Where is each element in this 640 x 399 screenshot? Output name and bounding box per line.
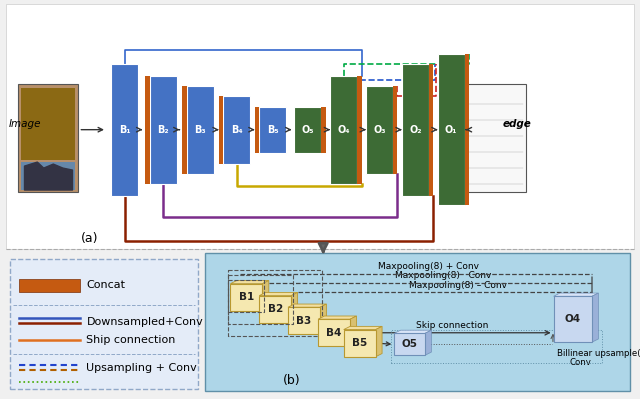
Polygon shape	[344, 326, 382, 330]
Text: Image: Image	[9, 119, 42, 129]
Text: Billinear upsample(2): Billinear upsample(2)	[557, 349, 640, 358]
FancyBboxPatch shape	[187, 86, 214, 174]
Polygon shape	[259, 292, 298, 296]
Text: Ship connection: Ship connection	[86, 335, 176, 345]
Polygon shape	[350, 316, 356, 346]
Text: O5: O5	[402, 339, 418, 350]
FancyBboxPatch shape	[17, 84, 79, 192]
Text: B5: B5	[352, 338, 367, 348]
FancyBboxPatch shape	[259, 296, 291, 323]
Text: B₅: B₅	[267, 124, 278, 135]
Polygon shape	[262, 280, 269, 311]
Text: O₁: O₁	[445, 124, 458, 135]
Text: (a): (a)	[81, 232, 99, 245]
FancyBboxPatch shape	[259, 107, 286, 152]
FancyBboxPatch shape	[6, 4, 634, 249]
FancyBboxPatch shape	[393, 86, 397, 174]
Text: O₂: O₂	[409, 124, 422, 135]
Text: O₅: O₅	[301, 124, 314, 135]
Text: Maxpooling(8) – Conv: Maxpooling(8) – Conv	[408, 280, 507, 290]
Text: B₄: B₄	[231, 124, 243, 135]
Text: B1: B1	[239, 292, 254, 302]
Text: B2: B2	[268, 304, 283, 314]
FancyBboxPatch shape	[466, 84, 526, 192]
FancyBboxPatch shape	[429, 64, 433, 196]
Text: Skip connection: Skip connection	[415, 321, 488, 330]
FancyBboxPatch shape	[219, 96, 223, 164]
Text: O₃: O₃	[373, 124, 386, 135]
FancyBboxPatch shape	[330, 76, 357, 184]
FancyBboxPatch shape	[19, 279, 80, 292]
Polygon shape	[230, 280, 269, 284]
FancyBboxPatch shape	[20, 162, 76, 190]
Polygon shape	[318, 316, 356, 319]
Polygon shape	[320, 304, 326, 334]
Polygon shape	[554, 293, 598, 296]
FancyBboxPatch shape	[223, 96, 250, 164]
FancyBboxPatch shape	[205, 253, 630, 391]
Text: O4: O4	[564, 314, 581, 324]
FancyBboxPatch shape	[366, 86, 393, 174]
FancyBboxPatch shape	[10, 259, 198, 389]
Text: Upsampling + Conv: Upsampling + Conv	[86, 363, 197, 373]
Polygon shape	[376, 326, 382, 357]
Polygon shape	[592, 293, 598, 342]
FancyBboxPatch shape	[438, 54, 465, 205]
Text: Maxpooling(8) + Conv: Maxpooling(8) + Conv	[378, 262, 479, 271]
Text: Maxpooling(8)   Conv: Maxpooling(8) Conv	[395, 271, 492, 280]
Text: B4: B4	[326, 328, 342, 338]
Text: O₄: O₄	[337, 124, 350, 135]
FancyBboxPatch shape	[150, 76, 177, 184]
FancyBboxPatch shape	[344, 330, 376, 357]
Polygon shape	[288, 304, 326, 307]
Text: B₁: B₁	[119, 124, 131, 135]
FancyBboxPatch shape	[111, 64, 138, 196]
Text: Concat: Concat	[86, 280, 125, 290]
Polygon shape	[394, 330, 431, 334]
FancyBboxPatch shape	[294, 107, 321, 152]
Text: (b): (b)	[282, 374, 300, 387]
FancyBboxPatch shape	[318, 319, 350, 346]
Polygon shape	[291, 292, 298, 323]
FancyBboxPatch shape	[402, 64, 429, 196]
FancyBboxPatch shape	[145, 76, 150, 184]
FancyBboxPatch shape	[288, 307, 320, 334]
FancyBboxPatch shape	[357, 76, 362, 184]
Text: Conv: Conv	[570, 358, 591, 367]
FancyBboxPatch shape	[465, 54, 469, 205]
FancyBboxPatch shape	[321, 107, 326, 152]
FancyBboxPatch shape	[255, 107, 259, 152]
FancyBboxPatch shape	[554, 296, 592, 342]
Text: B3: B3	[296, 316, 312, 326]
Polygon shape	[425, 330, 431, 355]
Text: Downsampled+Conv: Downsampled+Conv	[86, 316, 203, 327]
Text: B₂: B₂	[157, 124, 169, 135]
FancyBboxPatch shape	[20, 88, 76, 160]
Text: edge: edge	[502, 119, 531, 129]
FancyBboxPatch shape	[182, 86, 187, 174]
Text: B₃: B₃	[195, 124, 206, 135]
FancyBboxPatch shape	[394, 334, 425, 355]
FancyBboxPatch shape	[230, 284, 262, 311]
